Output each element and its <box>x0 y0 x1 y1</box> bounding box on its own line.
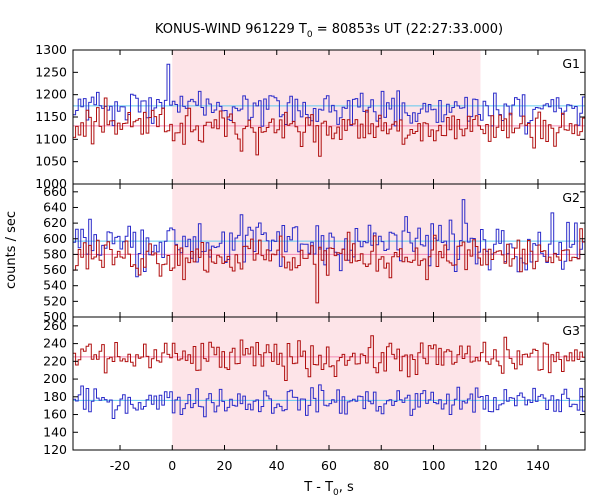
y-tick-label-g2: 580 <box>43 246 67 261</box>
y-tick-label-g2: 660 <box>43 184 67 199</box>
y-tick-label-g3: 220 <box>43 353 67 368</box>
series-g3-red <box>73 335 585 381</box>
y-tick-label-g1: 1150 <box>35 109 67 124</box>
title-suffix: = 80853s UT (22:27:33.000) <box>313 22 503 37</box>
panel-name-g1: G1 <box>562 56 580 71</box>
y-tick-label-g3: 180 <box>43 389 67 404</box>
x-tick-label: 100 <box>422 458 446 473</box>
y-tick-label-g1: 1100 <box>35 131 67 146</box>
series-g3-blue <box>73 384 585 419</box>
y-tick-label-g3: 200 <box>43 371 67 386</box>
x-axis-label: T - T0, s <box>303 480 354 498</box>
x-tick-label: 60 <box>321 458 337 473</box>
x-tick-label: 80 <box>373 458 389 473</box>
title-subscript: 0 <box>307 30 313 40</box>
y-tick-label-g2: 620 <box>43 215 67 230</box>
y-tick-label-g3: 260 <box>43 318 67 333</box>
x-tick-label: 120 <box>474 458 498 473</box>
x-tick-label: 0 <box>168 458 176 473</box>
xlabel-subscript: 0 <box>333 488 339 498</box>
xlabel-prefix: T - T <box>303 480 333 495</box>
y-tick-label-g1: 1000 <box>35 176 67 191</box>
y-axis-label: counts / sec <box>4 211 19 289</box>
series-g2-red <box>73 228 585 304</box>
y-tick-label-g3: 240 <box>43 336 67 351</box>
x-tick-label: 20 <box>217 458 233 473</box>
shaded-interval-g3 <box>172 317 481 450</box>
y-tick-label-g2: 640 <box>43 199 67 214</box>
y-tick-label-g2: 540 <box>43 278 67 293</box>
y-tick-label-g3: 120 <box>43 442 67 457</box>
y-tick-label-g1: 1300 <box>35 42 67 57</box>
shaded-interval-g1 <box>172 50 481 184</box>
y-tick-label-g2: 520 <box>43 293 67 308</box>
y-tick-label-g2: 500 <box>43 309 67 324</box>
xlabel-suffix: , s <box>339 480 354 495</box>
y-tick-label-g1: 1200 <box>35 87 67 102</box>
series-g1-blue <box>73 63 585 135</box>
x-tick-label: -20 <box>110 458 130 473</box>
y-tick-label-g1: 1050 <box>35 154 67 169</box>
series-g2-blue <box>73 199 585 278</box>
panel-name-g3: G3 <box>562 323 580 338</box>
panel-g3: 120 140 160 180 200 220 240 260 G3 <box>43 316 586 457</box>
panels-group: 1000105011001150120012501300G15005205405… <box>35 42 586 473</box>
y-tick-label-g2: 560 <box>43 262 67 277</box>
title-prefix: KONUS-WIND 961229 T <box>155 22 307 37</box>
y-tick-label-g3: 140 <box>43 424 67 439</box>
x-tick-label: 140 <box>526 458 550 473</box>
y-tick-label-g3: 160 <box>43 407 67 422</box>
panel-g1: 1000 1050 1100 1150 1200 1250 1300 G1 <box>35 42 586 191</box>
y-tick-label-g1: 1250 <box>35 64 67 79</box>
series-g1-red <box>73 97 585 157</box>
y-tick-label-g2: 600 <box>43 231 67 246</box>
x-tick-label: 40 <box>269 458 285 473</box>
panel-name-g2: G2 <box>562 190 580 205</box>
chart-title: KONUS-WIND 961229 T0 = 80853s UT (22:27:… <box>155 22 503 40</box>
